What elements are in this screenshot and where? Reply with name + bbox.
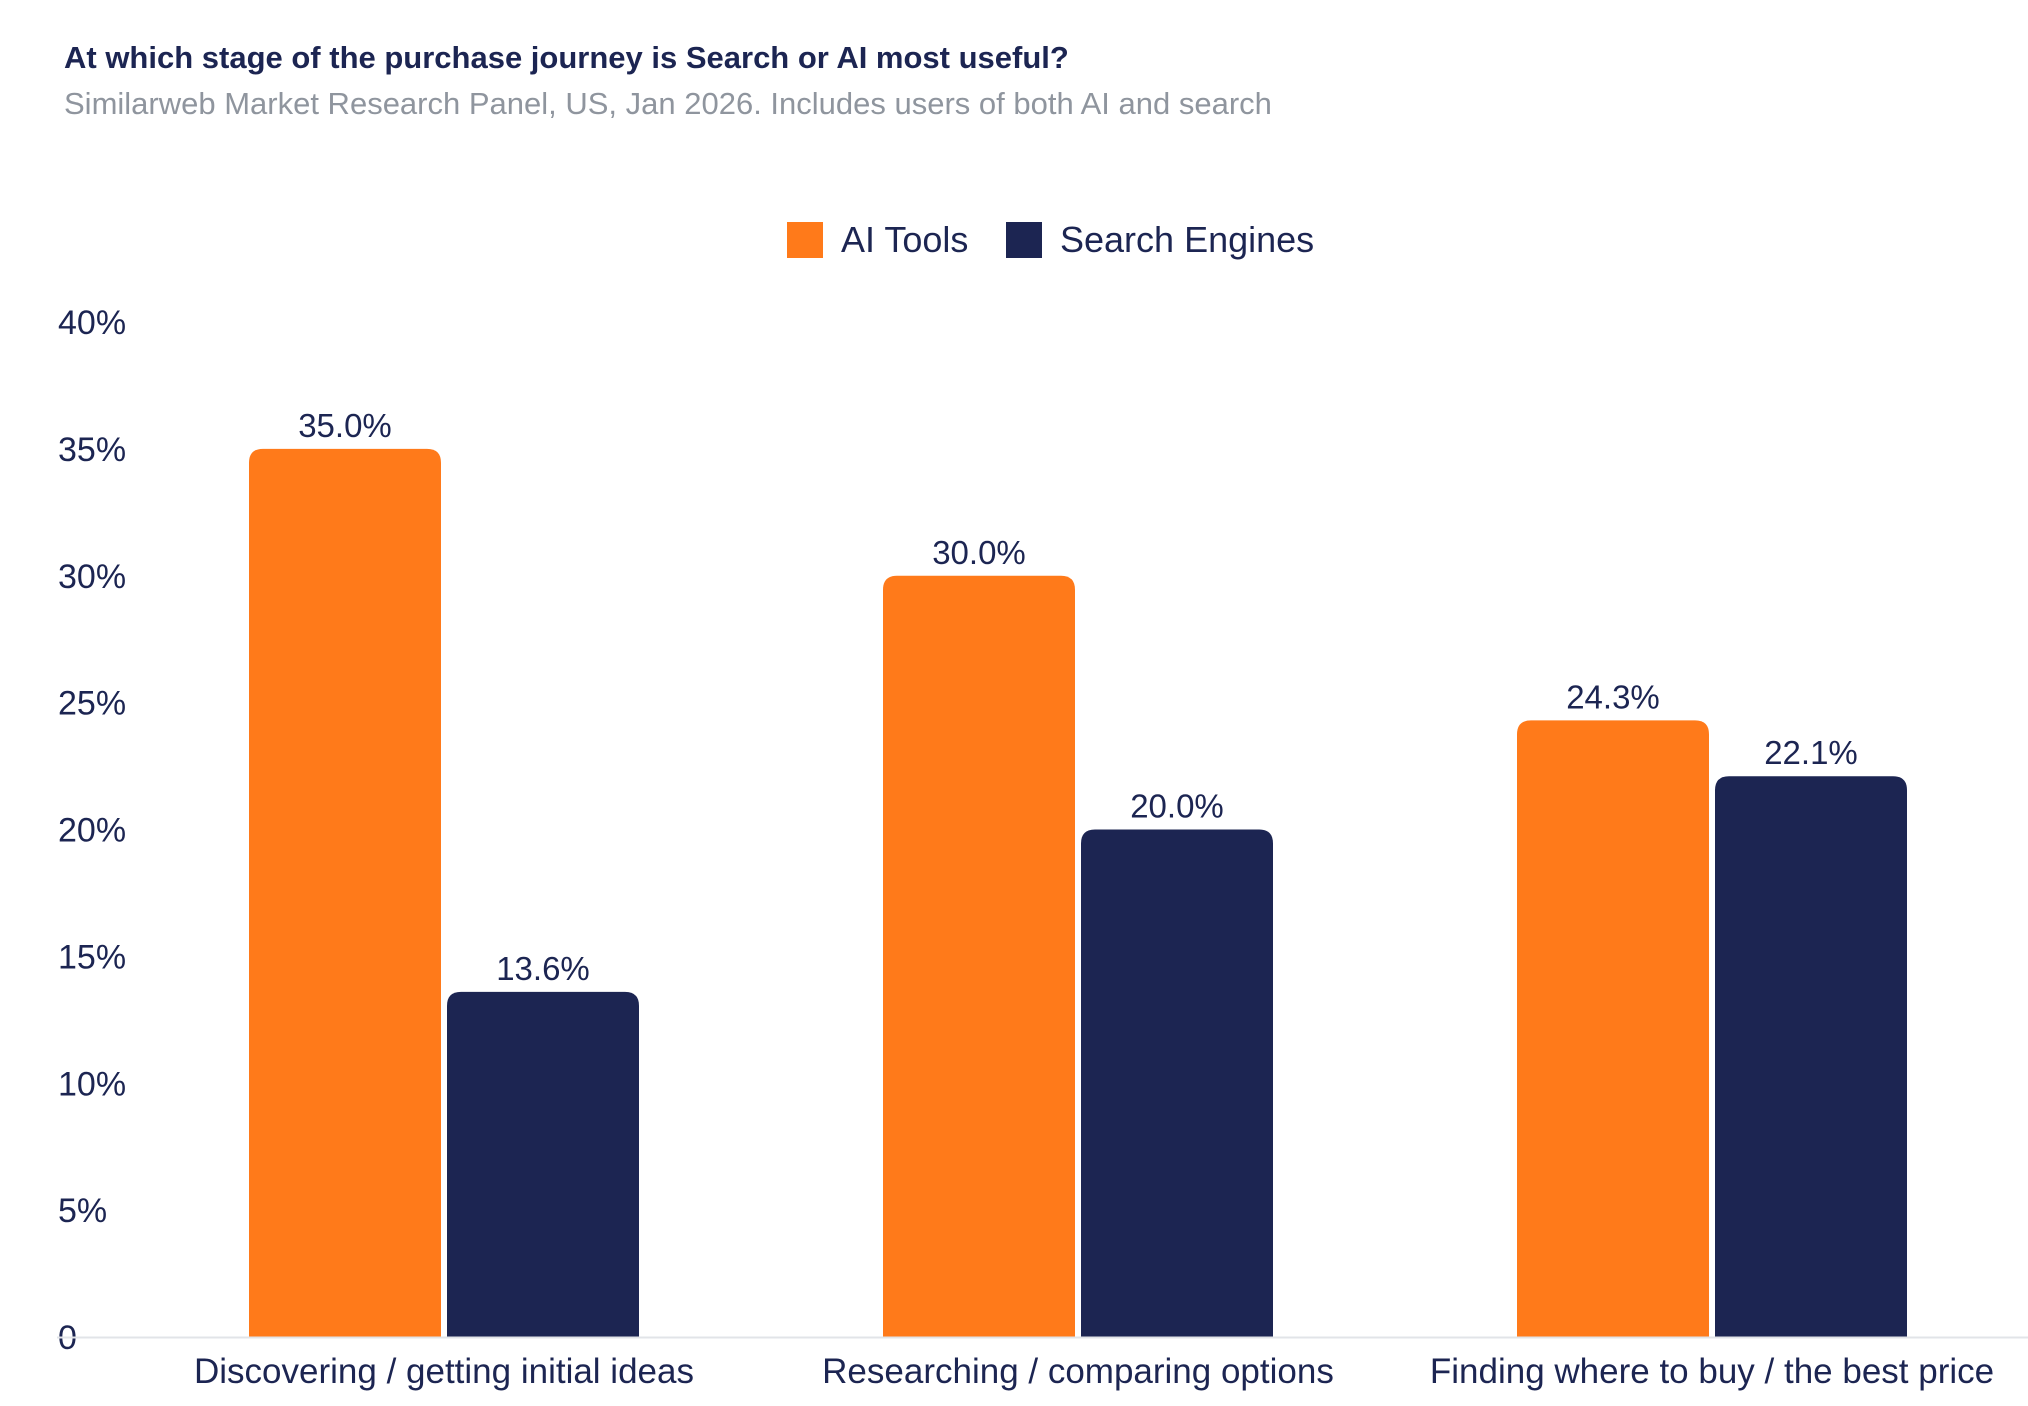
y-tick-label: 10% [58, 1065, 126, 1103]
y-tick-label: 30% [58, 558, 126, 596]
category-label-1: Discovering / getting initial ideas [194, 1352, 694, 1391]
legend-swatch-ai-tools [787, 222, 823, 258]
bar-search-engines-3 [1715, 776, 1907, 1337]
y-tick-label: 20% [58, 812, 126, 850]
data-label-ai-tools-3: 24.3% [1566, 678, 1660, 715]
y-tick-label: 40% [58, 304, 126, 342]
legend: AI Tools Search Engines [787, 219, 1314, 260]
x-axis: Discovering / getting initial ideas Resea… [57, 1336, 2028, 1391]
category-label-2: Researching / comparing options [822, 1352, 1334, 1391]
bar-search-engines-1 [447, 991, 639, 1337]
bar-ai-tools-2 [883, 575, 1075, 1337]
data-label-ai-tools-1: 35.0% [298, 407, 392, 444]
legend-label-ai-tools: AI Tools [841, 219, 968, 260]
y-axis: 05%10%15%20%25%30%35%40% [58, 304, 126, 1357]
bar-search-engines-2 [1081, 829, 1273, 1337]
legend-swatch-search-engines [1006, 222, 1042, 258]
y-tick-label: 25% [58, 685, 126, 723]
data-label-ai-tools-2: 30.0% [932, 534, 1026, 571]
bar-ai-tools-1 [249, 448, 441, 1337]
data-label-search-engines-3: 22.1% [1764, 734, 1858, 771]
bar-ai-tools-3 [1517, 720, 1709, 1337]
y-tick-label: 15% [58, 938, 126, 976]
data-label-search-engines-2: 20.0% [1130, 788, 1224, 825]
legend-item-ai-tools: AI Tools [787, 219, 968, 260]
chart-title: At which stage of the purchase journey i… [64, 40, 1069, 75]
data-label-search-engines-1: 13.6% [496, 950, 590, 987]
bars: 35.0% 13.6% 30.0% 20.0% 24.3% 22.1% [249, 407, 1907, 1337]
category-label-3: Finding where to buy / the best price [1430, 1352, 1994, 1391]
y-tick-label: 35% [58, 431, 126, 469]
y-tick-label: 5% [58, 1192, 107, 1230]
legend-item-search-engines: Search Engines [1006, 219, 1314, 260]
chart-subtitle: Similarweb Market Research Panel, US, Ja… [64, 86, 1272, 121]
legend-label-search-engines: Search Engines [1060, 219, 1314, 260]
